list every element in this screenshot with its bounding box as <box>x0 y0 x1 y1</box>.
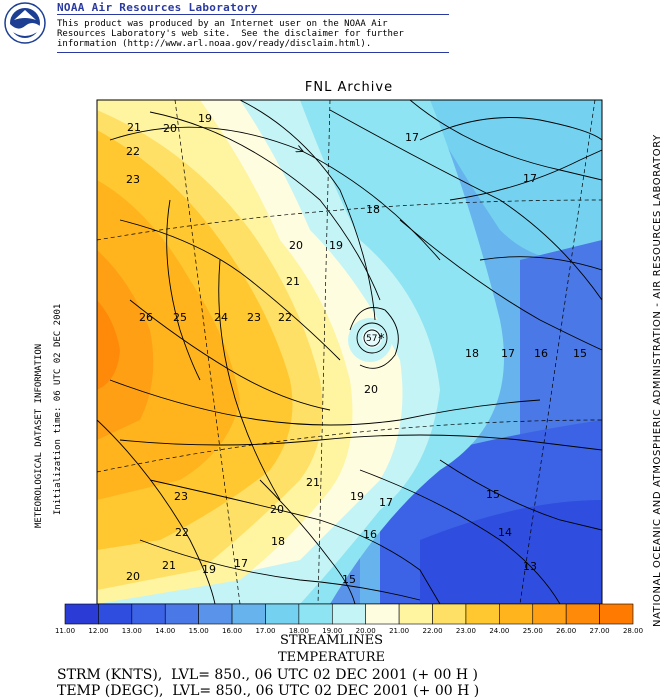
legend-swatch <box>432 603 467 625</box>
legend-swatch <box>265 603 300 625</box>
header-rule-bottom <box>57 52 449 53</box>
contour-label: 15 <box>573 347 587 360</box>
contour-label: 21 <box>306 476 320 489</box>
contour-label: 23 <box>126 173 140 186</box>
contour-label: 20 <box>126 570 140 583</box>
contour-label: 13 <box>523 560 537 573</box>
legend-value: 17.00 <box>255 627 276 635</box>
legend-swatch <box>98 603 133 625</box>
legend-swatch <box>298 603 333 625</box>
legend-swatch <box>532 603 567 625</box>
legend-value: 15.00 <box>188 627 209 635</box>
contour-label: 17 <box>501 347 515 360</box>
legend-value: 24.00 <box>489 627 510 635</box>
contour-label: 14 <box>498 526 512 539</box>
vortex-label: 57 <box>366 334 377 344</box>
contour-label: 20 <box>270 503 284 516</box>
legend-swatch <box>131 603 166 625</box>
contour-label: 22 <box>175 526 189 539</box>
legend-value: 11.00 <box>54 627 76 635</box>
legend-swatch <box>164 603 199 625</box>
legend-swatch <box>231 603 266 625</box>
legend-value: 12.00 <box>88 627 109 635</box>
contour-label: 15 <box>342 573 356 586</box>
legend-value: 19.00 <box>322 627 343 635</box>
contour-label: 20 <box>163 122 177 135</box>
header-rule <box>57 14 449 15</box>
legend-value: 26.00 <box>556 627 577 635</box>
legend-value: 14.00 <box>155 627 176 635</box>
contour-label: 22 <box>126 145 140 158</box>
contour-label: 21 <box>162 559 176 572</box>
footer-line-3: STRM (KNTS), LVL= 850., 06 UTC 02 DEC 20… <box>57 667 479 683</box>
contour-label: 18 <box>465 347 479 360</box>
disclaimer-line-3: information (http://www.arl.noaa.gov/rea… <box>57 39 372 49</box>
legend-swatch <box>465 603 500 625</box>
contour-label: 15 <box>486 488 500 501</box>
noaa-logo-icon <box>4 2 46 44</box>
contour-label: 19 <box>329 239 343 252</box>
streamlines <box>97 100 602 604</box>
legend-value: 22.00 <box>422 627 443 635</box>
legend-value: 25.00 <box>522 627 543 635</box>
contour-label: 26 <box>139 311 153 324</box>
disclaimer-line-2: Resources Laboratory's web site. See the… <box>57 29 404 39</box>
contour-label: 19 <box>198 112 212 125</box>
contour-label: 16 <box>534 347 548 360</box>
legend-value: 20.00 <box>355 627 376 635</box>
contour-label: 20 <box>289 239 303 252</box>
footer-line-1: STREAMLINES <box>279 633 384 648</box>
legend-swatch <box>365 603 400 625</box>
footer-line-4: TEMP (DEGC), LVL= 850., 06 UTC 02 DEC 20… <box>57 683 480 699</box>
legend-value: 27.00 <box>589 627 610 635</box>
contour-label: 20 <box>364 383 378 396</box>
legend-value: 23.00 <box>455 627 476 635</box>
contour-label: 25 <box>173 311 187 324</box>
legend-value: 28.00 <box>622 627 644 635</box>
contour-label: 23 <box>247 311 261 324</box>
contour-label: 22 <box>278 311 292 324</box>
legend-swatch <box>599 603 634 625</box>
map-title: FNL Archive <box>304 80 394 95</box>
header-title: NOAA Air Resources Laboratory <box>57 1 258 14</box>
contour-label: 16 <box>363 528 377 541</box>
legend-value: 21.00 <box>389 627 410 635</box>
legend-swatch <box>331 603 367 625</box>
contour-labels: 21 20 19 17 17 22 23 18 20 19 21 26 25 24 23 22 18 17 16 15… <box>126 112 587 586</box>
contour-label: 23 <box>174 490 188 503</box>
contour-label: 19 <box>350 490 364 503</box>
legend-swatch <box>398 603 433 625</box>
legend-swatch <box>499 603 534 625</box>
contour-label: 18 <box>366 203 380 216</box>
legend-value: 13.00 <box>121 627 142 635</box>
header-disclaimer: This product was produced by an Internet… <box>57 19 404 49</box>
contour-label: 17 <box>405 131 419 144</box>
graticule <box>97 100 602 604</box>
legend-swatch <box>198 603 233 625</box>
contour-label: 17 <box>379 496 393 509</box>
legend-swatch <box>565 603 600 625</box>
contour-label: 18 <box>271 535 285 548</box>
contour-label: 19 <box>202 563 216 576</box>
legend-value: 18.00 <box>288 627 309 635</box>
legend-value: 16.00 <box>222 627 243 635</box>
contour-label: 21 <box>127 121 141 134</box>
footer-line-2: TEMPERATURE <box>277 650 386 665</box>
contour-label: 24 <box>214 311 228 324</box>
contour-label: 17 <box>234 557 248 570</box>
disclaimer-line-1: This product was produced by an Internet… <box>57 19 388 29</box>
vortex-marker-icon: * <box>378 332 385 347</box>
color-legend <box>64 603 634 625</box>
contour-label: 21 <box>286 275 300 288</box>
contour-label: 17 <box>523 172 537 185</box>
legend-swatch <box>64 603 99 625</box>
